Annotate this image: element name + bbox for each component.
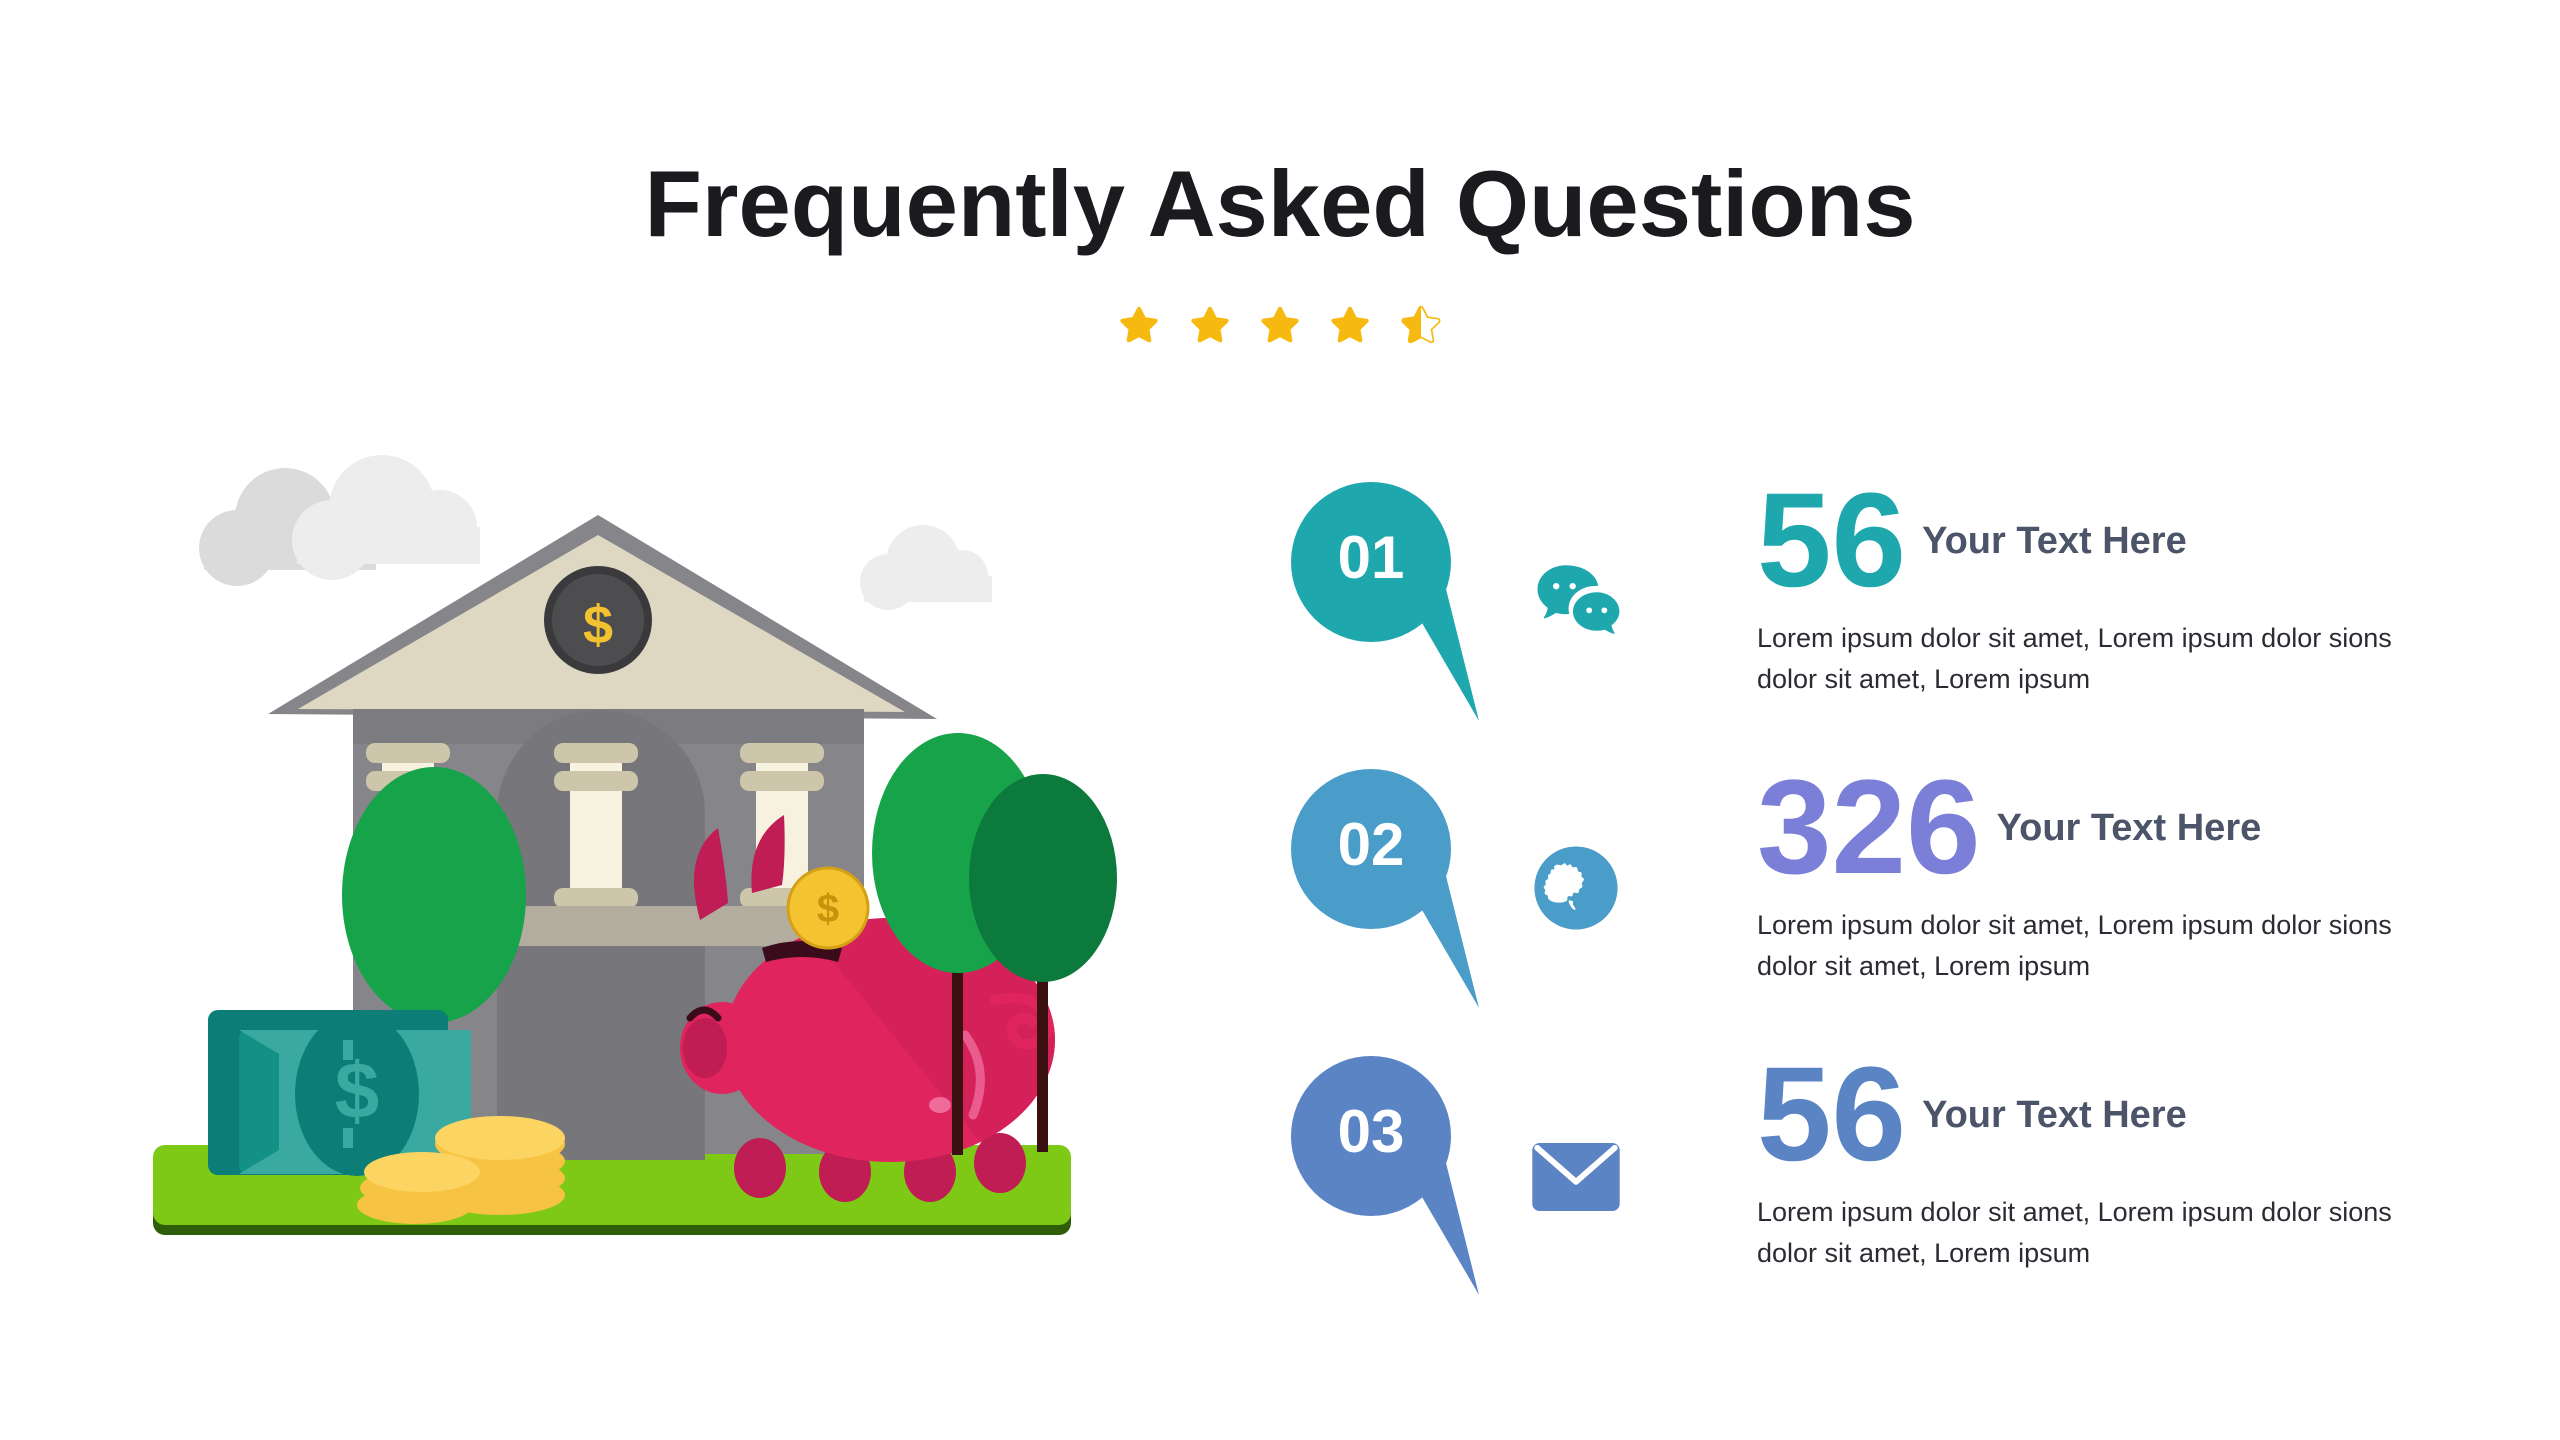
svg-text:$: $	[583, 595, 613, 655]
svg-text:$: $	[817, 887, 839, 931]
svg-text:$: $	[335, 1046, 380, 1135]
